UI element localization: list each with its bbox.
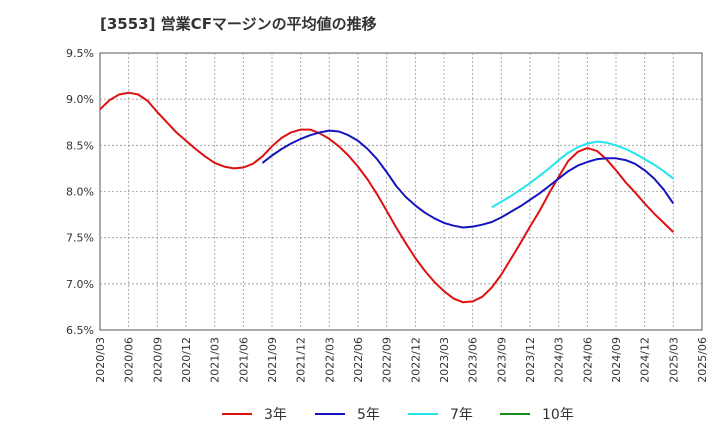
x-tick-label: 2022/12 [409,337,422,383]
y-tick-label: 7.5% [66,232,94,245]
x-tick-label: 2024/03 [553,337,566,383]
x-tick-label: 2020/12 [180,337,193,383]
y-tick-label: 6.5% [66,324,94,337]
x-tick-label: 2025/03 [667,337,680,383]
legend-label: 5年 [357,407,380,423]
chart-title: [3553] 営業CFマージンの平均値の推移 [100,15,377,33]
y-tick-label: 8.0% [66,186,94,199]
legend-label: 10年 [542,407,574,423]
x-tick-label: 2024/06 [581,337,594,383]
series-line [261,129,675,229]
x-tick-label: 2020/06 [123,337,136,383]
x-tick-label: 2020/09 [151,337,164,383]
x-tick-label: 2023/03 [438,337,451,383]
y-tick-label: 9.0% [66,93,94,106]
legend-label: 7年 [450,407,473,423]
x-tick-label: 2025/06 [696,337,709,383]
x-tick-label: 2023/09 [495,337,508,383]
x-tick-label: 2021/12 [295,337,308,383]
x-tick-label: 2022/06 [352,337,365,383]
x-tick-label: 2021/06 [237,337,250,383]
y-tick-label: 9.5% [66,47,94,60]
legend-label: 3年 [264,407,287,423]
series-line [99,91,674,304]
x-tick-label: 2024/09 [610,337,623,383]
y-tick-label: 8.5% [66,139,94,152]
x-tick-label: 2023/06 [467,337,480,383]
x-tick-label: 2024/12 [639,337,652,383]
x-tick-label: 2021/09 [266,337,279,383]
series-line [491,140,674,209]
x-tick-label: 2020/03 [94,337,107,383]
x-tick-label: 2022/03 [323,337,336,383]
x-tick-label: 2022/09 [381,337,394,383]
y-tick-label: 7.0% [66,278,94,291]
x-tick-label: 2021/03 [209,337,222,383]
x-tick-label: 2023/12 [524,337,537,383]
